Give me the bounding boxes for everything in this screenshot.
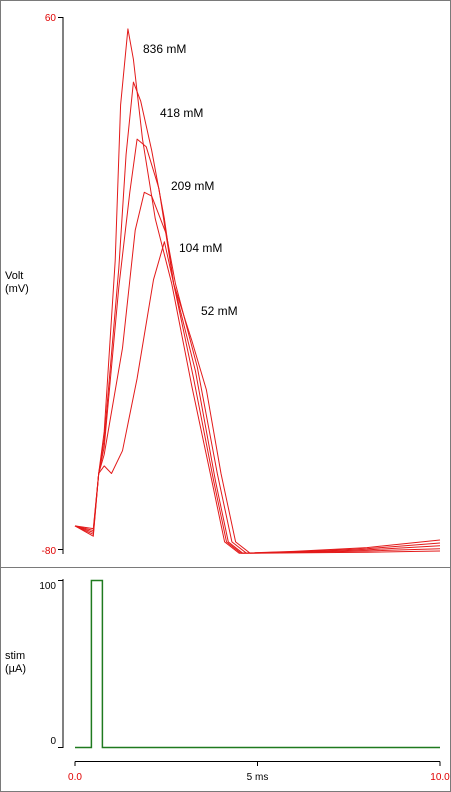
volt-trace-3 — [74, 138, 441, 554]
volt-trace-1 — [74, 28, 441, 554]
volt-y-label-line2: (mV) — [5, 283, 29, 295]
stim-y-label-line1: stim — [5, 650, 25, 662]
trace-annotation-4: 104 mM — [179, 241, 222, 255]
x-tick-label-2: 5 ms — [247, 772, 269, 783]
volt-trace-4 — [74, 191, 441, 554]
stim-y-tick-label-top: 100 — [39, 581, 56, 592]
volt-annotations: 836 mM 418 mM 209 mM 104 mM 52 mM — [143, 42, 238, 318]
volt-y-tick-label-top: 60 — [45, 13, 57, 24]
x-tick-label-3: 10.0 — [430, 772, 450, 783]
volt-y-tick-label-bottom: -80 — [42, 546, 57, 557]
trace-annotation-5: 52 mM — [201, 304, 238, 318]
trace-annotation-1: 836 mM — [143, 42, 186, 56]
volt-y-label-line1: Volt — [5, 270, 23, 282]
stim-y-tick-label-bottom: 0 — [50, 736, 56, 747]
x-tick-label-1: 0.0 — [68, 772, 82, 783]
volt-series-group — [74, 28, 441, 554]
volt-trace-5 — [74, 241, 441, 554]
stim-trace — [75, 579, 440, 749]
stim-y-label-line2: (µA) — [5, 663, 26, 675]
trace-annotation-3: 209 mM — [171, 179, 214, 193]
volt-trace-2 — [74, 81, 441, 554]
stim-series-group — [75, 579, 440, 749]
x-axis-ticks: 0.0 5 ms 10.0 — [68, 761, 450, 783]
trace-annotation-2: 418 mM — [160, 106, 203, 120]
